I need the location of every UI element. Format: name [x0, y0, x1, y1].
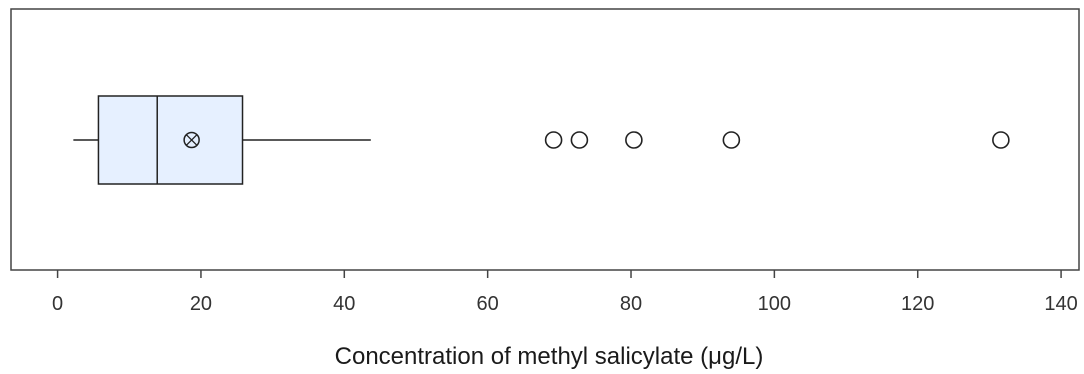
x-tick-label-4: 80 — [620, 293, 642, 315]
outlier-point-1 — [570, 131, 589, 149]
outlier-point-4 — [992, 131, 1010, 149]
x-tick-label-5: 100 — [758, 293, 791, 315]
outlier-point-0 — [544, 131, 563, 149]
x-tick-label-2: 40 — [333, 293, 355, 315]
mean-marker-cross-b — [185, 134, 198, 146]
x-axis: 0 20 40 60 80 100 120 140 — [52, 270, 1078, 315]
x-tick-label-7: 140 — [1044, 293, 1077, 315]
outlier-point-2 — [625, 131, 643, 149]
outlier-point-3 — [722, 131, 741, 149]
outlier-group — [544, 131, 1010, 149]
mean-marker-circle — [183, 131, 200, 149]
x-axis-title: Concentration of methyl salicylate (μg/L… — [335, 343, 764, 370]
x-tick-label-1: 20 — [190, 293, 212, 315]
x-tick-label-0: 0 — [52, 293, 63, 315]
x-tick-label-3: 60 — [477, 293, 499, 315]
x-tick-label-6: 120 — [901, 293, 934, 315]
box-group — [73, 95, 371, 185]
mean-marker — [183, 131, 200, 149]
iqr-box — [97, 95, 244, 185]
